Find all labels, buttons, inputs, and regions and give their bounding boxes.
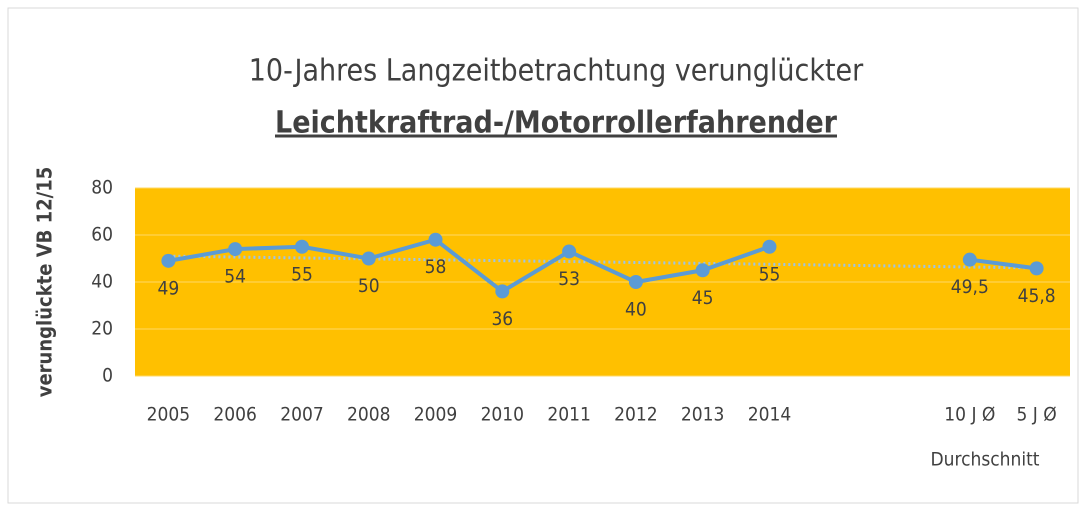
- x-tick-label: 2006: [213, 404, 257, 426]
- x-tick-label: 2013: [681, 404, 725, 426]
- data-label: 45,8: [1018, 285, 1056, 307]
- chart-title: 10-Jahres Langzeitbetrachtung verunglück…: [249, 54, 864, 89]
- data-label: 55: [759, 263, 781, 285]
- data-label: 45: [692, 287, 714, 309]
- data-label: 55: [291, 263, 313, 285]
- y-tick-label: 80: [91, 177, 113, 199]
- data-label: 58: [425, 256, 447, 278]
- data-point: [428, 232, 443, 247]
- data-point: [228, 242, 243, 257]
- data-point: [1029, 261, 1044, 276]
- x-tick-label: 2012: [614, 404, 658, 426]
- x-group-label: Durchschnitt: [931, 449, 1040, 471]
- data-point: [495, 284, 510, 299]
- data-point: [562, 244, 577, 259]
- data-label: 40: [625, 299, 647, 321]
- x-tick-label: 2011: [547, 404, 591, 426]
- x-tick-label: 2014: [748, 404, 792, 426]
- x-tick-label: 10 J Ø: [944, 404, 995, 426]
- y-tick-label: 40: [91, 271, 113, 293]
- x-tick-label: 5 J Ø: [1016, 404, 1056, 426]
- x-tick-label: 2008: [347, 404, 391, 426]
- data-point: [628, 275, 643, 289]
- data-point: [962, 252, 977, 267]
- data-point: [762, 239, 777, 254]
- y-tick-label: 20: [91, 318, 113, 340]
- data-point: [294, 239, 309, 254]
- y-axis-label: verunglückte VB 12/15: [33, 167, 57, 398]
- data-point: [695, 263, 710, 278]
- data-label: 49,5: [951, 276, 989, 298]
- data-point: [161, 253, 176, 268]
- x-tick-label: 2005: [147, 404, 191, 426]
- y-tick-label: 60: [91, 224, 113, 246]
- x-tick-label: 2007: [280, 404, 324, 426]
- x-tick-label: 2010: [481, 404, 525, 426]
- chart-subtitle: Leichtkraftrad-/Motorrollerfahrender: [275, 106, 838, 141]
- line-series: [168, 237, 1037, 294]
- data-label: 49: [158, 277, 180, 299]
- data-label: 53: [558, 268, 580, 290]
- data-label: 36: [491, 308, 513, 330]
- data-point: [361, 251, 376, 266]
- y-tick-label: 0: [102, 365, 113, 387]
- x-tick-label: 2009: [414, 404, 458, 426]
- data-label: 54: [224, 266, 246, 288]
- data-label: 50: [358, 275, 380, 297]
